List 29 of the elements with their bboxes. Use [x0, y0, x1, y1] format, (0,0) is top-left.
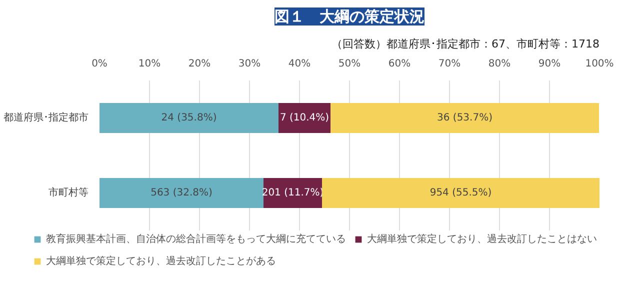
data-label: 563 (32.8%) [150, 188, 213, 198]
data-label: 7 (10.4%) [280, 112, 330, 124]
x-tick-label: 60% [388, 58, 411, 70]
y-tick-label: 都道府県･指定都市 [4, 112, 88, 124]
x-tick-label: 40% [288, 58, 311, 70]
data-label: 954 (55.5%) [430, 188, 492, 198]
legend-label: 教育振興基本計画、自治体の総合計画等をもって大綱に充てている [46, 232, 346, 246]
data-label: 36 (53.7%) [437, 112, 493, 124]
data-label: 24 (35.8%) [161, 112, 217, 124]
x-tick-label: 70% [438, 58, 461, 70]
legend-label: 大綱単独で策定しており、過去改訂したことがある [46, 254, 276, 268]
chart-title: 図１ 大綱の策定状況 [274, 8, 424, 26]
x-tick-label: 30% [238, 58, 261, 70]
bar [278, 103, 330, 133]
bar [322, 178, 600, 208]
bar [100, 178, 264, 208]
chart-subtitle: （回答数）都道府県･指定都市：67、市町村等：1718 [332, 38, 600, 50]
bar [330, 103, 599, 133]
y-tick-label: 市町村等 [48, 186, 88, 198]
x-tick-label: 90% [538, 58, 561, 70]
bar [100, 103, 278, 133]
legend-label: 大綱単独で策定しており、過去改訂したことはない [367, 232, 597, 246]
x-tick-label: 80% [488, 58, 511, 70]
x-tick-label: 10% [138, 58, 161, 70]
x-tick-label: 20% [188, 58, 211, 70]
x-tick-label: 100% [585, 58, 614, 70]
bar [264, 178, 322, 208]
x-tick-label: 0% [92, 58, 108, 70]
x-tick-label: 50% [338, 58, 361, 70]
